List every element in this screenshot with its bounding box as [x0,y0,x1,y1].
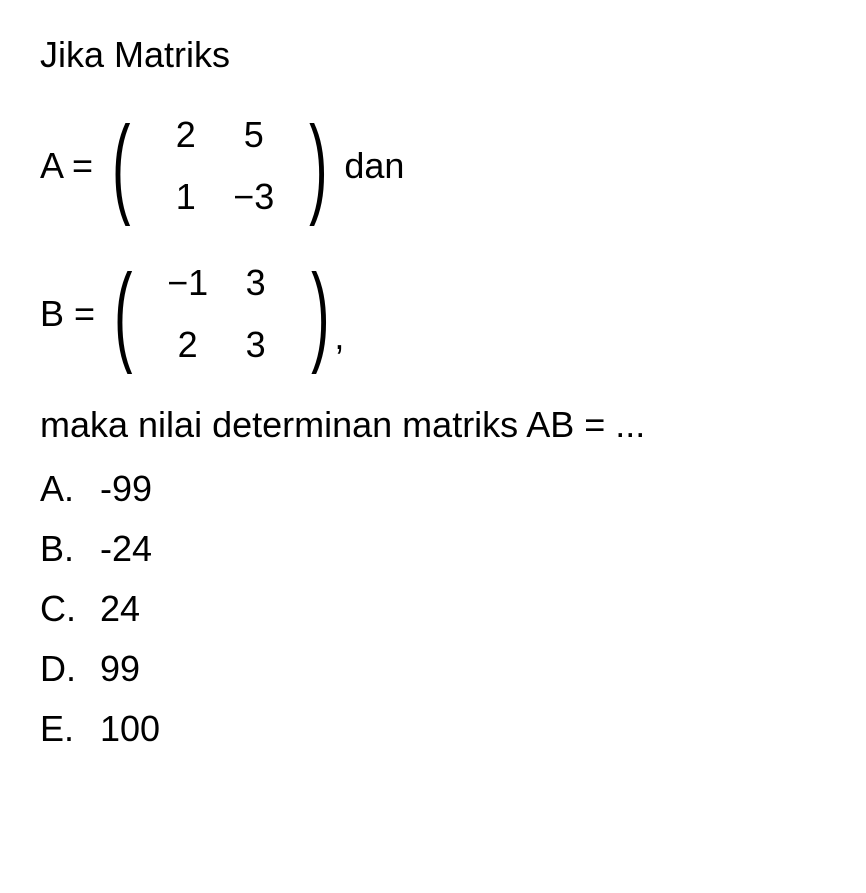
matrix-b-label: B = [40,287,95,341]
answer-options: A. -99 B. -24 C. 24 D. 99 E. 100 [40,462,826,756]
matrix-cell: 3 [222,252,290,314]
math-problem: Jika Matriks A = ( 2 5 1 −3 ) dan B = ( [40,28,826,756]
paren-left-icon: ( [112,119,130,213]
question-text: maka nilai determinan matriks AB = ... [40,398,826,452]
option-value: 100 [100,702,826,756]
option-letter: E. [40,702,100,756]
matrix-b: ( −1 3 2 3 ) [105,250,338,378]
option-value: -99 [100,462,826,516]
matrix-a-label: A = [40,139,93,193]
matrix-b-contents: −1 3 2 3 [142,250,302,378]
paren-right-icon: ) [311,267,329,361]
matrix-cell: 1 [152,166,220,228]
option-letter: B. [40,522,100,576]
option-a: A. -99 [40,462,826,516]
option-letter: A. [40,462,100,516]
matrix-cell: 5 [220,104,288,166]
option-value: 24 [100,582,826,636]
problem-title: Jika Matriks [40,28,826,82]
matrix-row: 2 5 [152,104,288,166]
matrix-a-line: A = ( 2 5 1 −3 ) dan [40,102,826,230]
option-b: B. -24 [40,522,826,576]
matrix-cell: −3 [220,166,288,228]
option-letter: C. [40,582,100,636]
option-c: C. 24 [40,582,826,636]
matrix-cell: 3 [222,314,290,376]
matrix-a-contents: 2 5 1 −3 [140,102,300,230]
matrix-b-line: B = ( −1 3 2 3 ) , [40,250,826,378]
option-value: 99 [100,642,826,696]
matrix-row: 1 −3 [152,166,288,228]
paren-right-icon: ) [309,119,327,213]
matrix-a-after: dan [344,139,404,193]
matrix-cell: −1 [154,252,222,314]
option-d: D. 99 [40,642,826,696]
option-letter: D. [40,642,100,696]
option-value: -24 [100,522,826,576]
matrix-row: 2 3 [154,314,290,376]
option-e: E. 100 [40,702,826,756]
matrix-a: ( 2 5 1 −3 ) [103,102,336,230]
matrix-row: −1 3 [154,252,290,314]
matrix-cell: 2 [154,314,222,376]
paren-left-icon: ( [114,267,132,361]
matrix-cell: 2 [152,104,220,166]
